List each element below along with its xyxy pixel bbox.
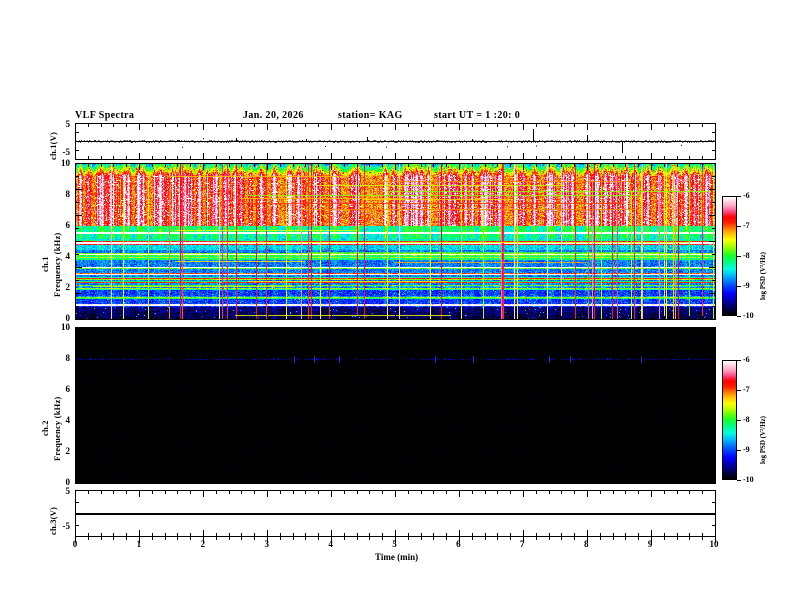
ch2-spec-ytick-8: 8 xyxy=(65,353,71,363)
colorbar-ch2 xyxy=(722,360,737,480)
colorbar-tick-label: -9 xyxy=(743,281,750,290)
x-tick-label: 6 xyxy=(456,539,461,549)
colorbar-ch1 xyxy=(722,196,737,316)
ch2-spec-ytick-2: 2 xyxy=(65,446,71,456)
x-tick-label: 0 xyxy=(72,539,78,549)
colorbar-tick-label: -10 xyxy=(743,311,754,320)
x-tick-label: 7 xyxy=(520,539,525,549)
plot-start-ut: start UT = 1 :20: 0 xyxy=(434,110,521,121)
ch2-spec-ytick-4: 4 xyxy=(65,415,71,425)
plot-title: VLF Spectra xyxy=(75,110,135,121)
ch1-spectrogram-image xyxy=(76,164,715,319)
ch2-spec-axis-title-line1: ch.2 xyxy=(40,420,50,436)
colorbar-tick-label: -7 xyxy=(743,221,750,230)
colorbar-ch2-label: log PSD (V²/Hz) xyxy=(759,416,767,464)
colorbar-tick-mark xyxy=(737,256,741,257)
ch1-voltage-ytick-neg: -5 xyxy=(62,147,71,157)
colorbar-tick-label: -8 xyxy=(743,415,750,424)
ch2-spec-ytick-6: 6 xyxy=(65,384,71,394)
colorbar-tick-label: -10 xyxy=(743,475,754,484)
x-tick-label: 4 xyxy=(328,539,333,549)
colorbar-tick-mark xyxy=(737,390,741,391)
x-tick-label: 5 xyxy=(392,539,397,549)
x-tick-label: 1 xyxy=(136,539,142,549)
colorbar-tick-label: -6 xyxy=(743,355,750,364)
ch1-spec-ytick-2: 2 xyxy=(65,282,71,292)
ch2-spectrogram-image xyxy=(76,328,715,483)
ch1-spec-ytick-6: 6 xyxy=(65,220,71,230)
colorbar-tick-mark xyxy=(737,226,741,227)
ch1-voltage-trace xyxy=(76,124,715,159)
panel-ch1-voltage xyxy=(75,123,716,160)
x-tick-label: 8 xyxy=(583,539,589,549)
ch3-voltage-ytick-pos: 5 xyxy=(65,486,71,496)
x-tick-label: 2 xyxy=(200,539,206,549)
ch1-spec-ytick-4: 4 xyxy=(65,251,71,261)
panel-ch3-voltage xyxy=(75,490,716,537)
colorbar-tick-mark xyxy=(737,316,741,317)
ch1-spec-axis-title-line1: ch.1 xyxy=(40,256,50,272)
ch2-spec-ytick-10: 10 xyxy=(61,322,70,332)
colorbar-tick-mark xyxy=(737,286,741,287)
ch1-spec-ytick-8: 8 xyxy=(65,189,71,199)
colorbar-tick-mark xyxy=(737,420,741,421)
plot-station: station= KAG xyxy=(338,110,403,121)
ch3-voltage-trace xyxy=(76,491,715,536)
plot-date: Jan. 20, 2026 xyxy=(243,110,304,121)
panel-ch1-spectrogram xyxy=(75,163,716,320)
colorbar-tick-mark xyxy=(737,480,741,481)
colorbar-tick-mark xyxy=(737,360,741,361)
x-tick-label: 3 xyxy=(264,539,269,549)
x-tick-label: 10 xyxy=(709,539,719,549)
x-axis-title: Time (min) xyxy=(375,552,419,562)
ch3-voltage-ytick-neg: -5 xyxy=(62,521,71,531)
colorbar-tick-label: -6 xyxy=(743,191,750,200)
panel-ch2-spectrogram xyxy=(75,327,716,484)
colorbar-tick-label: -9 xyxy=(743,445,750,454)
colorbar-tick-label: -8 xyxy=(743,251,750,260)
ch1-voltage-ytick-pos: 5 xyxy=(65,119,71,129)
x-tick-label: 9 xyxy=(647,539,653,549)
ch1-spec-ytick-10: 10 xyxy=(61,158,70,168)
colorbar-tick-mark xyxy=(737,450,741,451)
colorbar-tick-mark xyxy=(737,196,741,197)
colorbar-tick-label: -7 xyxy=(743,385,750,394)
colorbar-ch1-label: log PSD (V²/Hz) xyxy=(759,252,767,300)
